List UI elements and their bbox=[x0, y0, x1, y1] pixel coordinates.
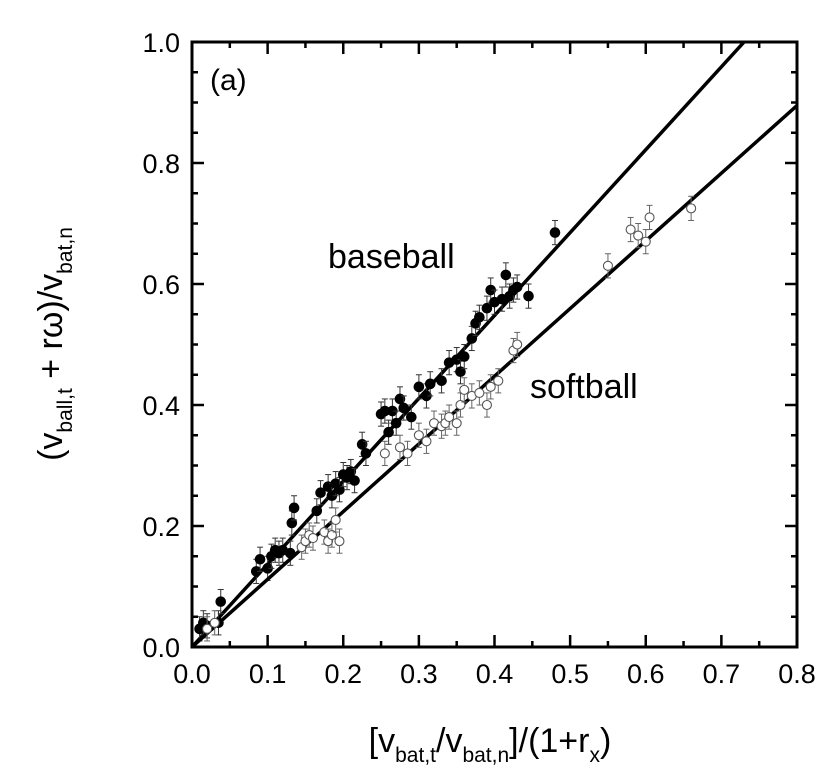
y-tick-label: 1.0 bbox=[142, 28, 180, 58]
softball-annotation: softball bbox=[530, 368, 638, 406]
baseball-point bbox=[458, 351, 470, 362]
softball-point bbox=[686, 203, 697, 214]
softball-point bbox=[625, 224, 636, 235]
softball-point bbox=[474, 387, 485, 398]
baseball-point bbox=[288, 502, 300, 514]
baseball-point bbox=[406, 411, 417, 423]
baseball-point bbox=[390, 417, 402, 429]
baseball-point bbox=[549, 227, 561, 238]
y-tick-label: 0.0 bbox=[142, 633, 180, 663]
softball-point bbox=[633, 230, 644, 241]
baseball-point bbox=[500, 269, 512, 281]
baseball-point bbox=[413, 381, 425, 393]
baseball-point bbox=[455, 366, 466, 378]
baseball-point bbox=[286, 517, 298, 529]
baseball-point bbox=[356, 439, 368, 450]
baseball-point bbox=[481, 302, 493, 314]
softball-point bbox=[444, 412, 455, 423]
softball-point bbox=[394, 442, 406, 453]
baseball-point bbox=[424, 378, 436, 390]
softball-point bbox=[644, 212, 655, 223]
softball-point bbox=[640, 236, 651, 247]
softball-point bbox=[421, 436, 432, 447]
softball-series bbox=[192, 104, 797, 647]
x-tick-label: 0.5 bbox=[551, 659, 589, 689]
baseball-point bbox=[511, 281, 523, 293]
x-tick-label: 0.7 bbox=[703, 659, 741, 689]
x-tick-label: 0.3 bbox=[400, 659, 438, 689]
x-tick-label: 0.4 bbox=[476, 659, 514, 689]
softball-point bbox=[334, 536, 345, 547]
softball-point bbox=[326, 530, 337, 541]
x-tick-label: 0.2 bbox=[324, 659, 362, 689]
baseball-point bbox=[474, 311, 485, 323]
softball-point bbox=[481, 399, 492, 411]
baseball-point bbox=[311, 505, 323, 517]
baseball-point bbox=[523, 290, 534, 302]
baseball-point bbox=[360, 448, 372, 459]
panel-label: (a) bbox=[210, 64, 247, 97]
baseball-point bbox=[383, 426, 394, 438]
softball-point bbox=[330, 514, 341, 526]
baseball-point bbox=[215, 596, 227, 607]
x-axis-title: [vbat,t/vbat,n]/(1+rx) bbox=[369, 722, 612, 767]
x-tick-label: 0.8 bbox=[778, 659, 816, 689]
baseball-point bbox=[345, 466, 357, 477]
softball-point bbox=[307, 533, 319, 544]
x-tick-label: 0.1 bbox=[249, 659, 287, 689]
softball-point bbox=[455, 399, 466, 411]
baseball-point bbox=[398, 402, 410, 414]
baseball-point bbox=[436, 375, 447, 387]
softball-point bbox=[512, 339, 523, 350]
softball-point bbox=[459, 384, 470, 395]
softball-fit-line bbox=[192, 104, 797, 647]
softball-point bbox=[413, 430, 424, 441]
softball-point bbox=[402, 448, 413, 459]
softball-point bbox=[451, 418, 462, 429]
baseball-series bbox=[192, 42, 746, 647]
y-axis-title: (vball,t + rω)/vbat,n bbox=[32, 227, 77, 461]
baseball-point bbox=[394, 393, 406, 405]
softball-point bbox=[485, 381, 496, 392]
tick-layer: 0.0 0.1 0.2 0.3 0.4 0.5 0.6 0.7 0.8 0.0 0.2 0.4 0.6 0… bbox=[142, 28, 815, 689]
x-tick-label: 0.6 bbox=[627, 659, 665, 689]
baseball-point bbox=[466, 333, 478, 344]
softball-point bbox=[379, 448, 390, 459]
y-tick-label: 0.6 bbox=[142, 270, 180, 300]
baseball-point bbox=[254, 553, 266, 565]
softball-point bbox=[493, 375, 504, 386]
softball-point bbox=[202, 623, 213, 634]
softball-point bbox=[602, 260, 613, 271]
baseball-annotation: baseball bbox=[328, 238, 455, 276]
y-tick-label: 0.2 bbox=[142, 512, 180, 542]
series-layer bbox=[192, 42, 797, 647]
baseball-point bbox=[315, 487, 326, 499]
baseball-point bbox=[349, 475, 360, 486]
x-tick-label: 0.0 bbox=[173, 659, 211, 689]
y-tick-label: 0.4 bbox=[142, 391, 180, 421]
y-tick-label: 0.8 bbox=[142, 149, 180, 179]
softball-point bbox=[209, 617, 220, 628]
